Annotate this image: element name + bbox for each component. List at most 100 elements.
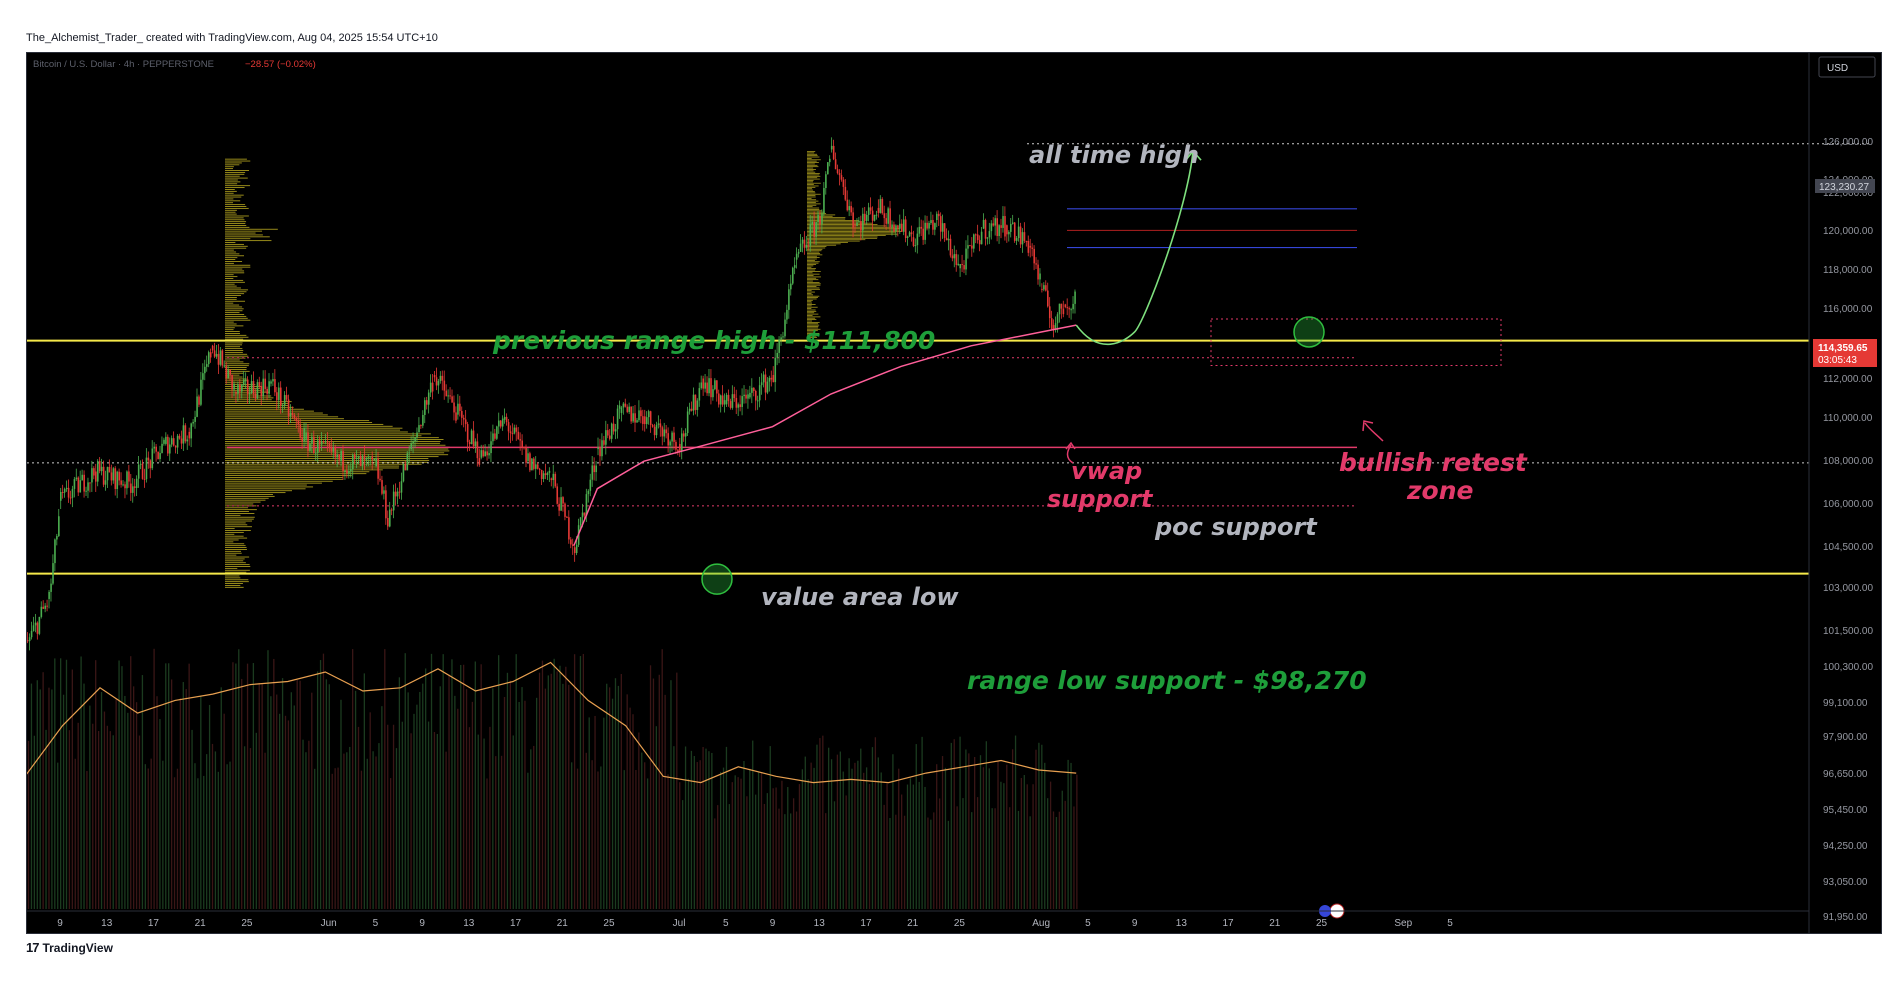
volume-bar — [620, 674, 622, 909]
volume-profile-bar — [225, 160, 251, 162]
candle-body — [858, 221, 860, 223]
symbol-label: Bitcoin / U.S. Dollar · 4h · PEPPERSTONE — [33, 59, 214, 70]
candle-body — [799, 243, 802, 252]
volume-profile-bar — [225, 278, 234, 279]
volume-bar — [801, 769, 804, 909]
candle-body — [182, 425, 185, 444]
time-tick-label: 21 — [1269, 918, 1281, 929]
candle-body — [971, 245, 973, 249]
volume-profile-bar — [807, 306, 818, 308]
volume-bar — [644, 762, 646, 909]
volume-bar — [489, 726, 491, 909]
candle-body — [852, 212, 854, 228]
volume-bar — [340, 699, 342, 909]
candle-body — [418, 425, 420, 433]
candle-body — [521, 440, 523, 448]
candle-body — [836, 169, 839, 174]
volume-profile-bar — [225, 442, 440, 444]
candle-body — [538, 468, 541, 470]
candle-body — [805, 244, 808, 248]
candle-body — [762, 374, 765, 383]
candle-body — [939, 216, 942, 232]
candle-body — [192, 421, 194, 424]
volume-profile-bar — [225, 550, 242, 552]
tradingview-logo[interactable]: 17 TradingView — [26, 940, 113, 955]
candle-body — [172, 438, 175, 446]
candle-body — [96, 461, 99, 482]
candle-body — [316, 440, 319, 453]
candle-body — [603, 440, 605, 445]
candle-body — [186, 439, 189, 442]
volume-bar — [173, 777, 176, 909]
candle-body — [813, 221, 816, 237]
volume-bar — [460, 664, 462, 909]
levels-layer — [27, 143, 1869, 575]
candle-body — [157, 451, 159, 459]
price-chart[interactable]: all time high previous range high - $111,… — [27, 53, 1881, 933]
volume-bar — [795, 811, 798, 909]
volume-profile-bar — [807, 279, 819, 281]
candle-body — [735, 397, 738, 408]
volume-profile-bar — [807, 189, 814, 191]
candle-body — [63, 489, 66, 493]
candle-body — [708, 378, 710, 394]
candle-body — [612, 423, 615, 432]
volume-bar — [261, 684, 263, 909]
candle-body — [702, 378, 705, 389]
candle-body — [548, 470, 551, 473]
volume-profile-bar — [807, 177, 818, 179]
candle-body — [918, 226, 921, 234]
volume-profile-bar — [225, 380, 247, 382]
candle-body — [151, 448, 154, 469]
volume-bar — [629, 707, 631, 909]
volume-profile-bar — [225, 221, 247, 223]
price-tick-label: 104,500.00 — [1823, 542, 1873, 553]
candle-body — [566, 516, 568, 518]
candle-body — [383, 490, 385, 494]
volume-profile-bar — [807, 242, 848, 243]
candle-body — [614, 429, 617, 432]
volume-bar — [512, 735, 514, 909]
volume-bar — [27, 740, 30, 909]
candle-body — [406, 453, 409, 471]
volume-profile-bar — [807, 204, 817, 206]
volume-profile-bar — [225, 219, 245, 221]
candle-body — [278, 387, 280, 401]
candle-body — [860, 221, 862, 231]
volume-profile-bar — [807, 250, 822, 252]
volume-profile-bar — [225, 304, 240, 306]
volume-bar — [436, 733, 439, 909]
chart-frame[interactable]: all time high previous range high - $111,… — [26, 52, 1882, 934]
candle-body — [842, 179, 845, 187]
candle-body — [934, 223, 936, 230]
volume-profile-bar — [225, 401, 292, 403]
volume-bar — [427, 721, 430, 909]
time-tick-label: Sep — [1394, 918, 1412, 929]
volume-bar — [425, 668, 427, 909]
volume-profile-bar — [807, 211, 825, 213]
candle-body — [291, 412, 294, 416]
candle-body — [642, 416, 644, 424]
volume-bar — [398, 677, 401, 909]
volume-profile-bar — [225, 560, 244, 562]
volume-profile-bar — [807, 233, 898, 235]
price-tick-label: 95,450.00 — [1823, 805, 1868, 816]
volume-bar — [124, 695, 126, 909]
candle-body — [1017, 226, 1020, 239]
candle-body — [505, 416, 508, 423]
volume-profile-bar — [225, 531, 244, 533]
volume-profile-bar — [807, 160, 817, 162]
volume-bar — [784, 814, 786, 909]
volume-profile-bar — [807, 243, 841, 245]
volume-bar — [80, 656, 82, 909]
currency-button-label: USD — [1827, 63, 1848, 74]
candle-body — [1052, 325, 1055, 331]
volume-profile-bar — [807, 220, 860, 221]
last-price-label: 114,359.65 — [1818, 343, 1868, 354]
candle-body — [461, 410, 463, 418]
candle-body — [30, 630, 33, 638]
candle-body — [120, 480, 122, 485]
volume-profile-bar — [807, 297, 818, 298]
volume-bar — [530, 749, 532, 909]
candle-body — [330, 447, 333, 452]
